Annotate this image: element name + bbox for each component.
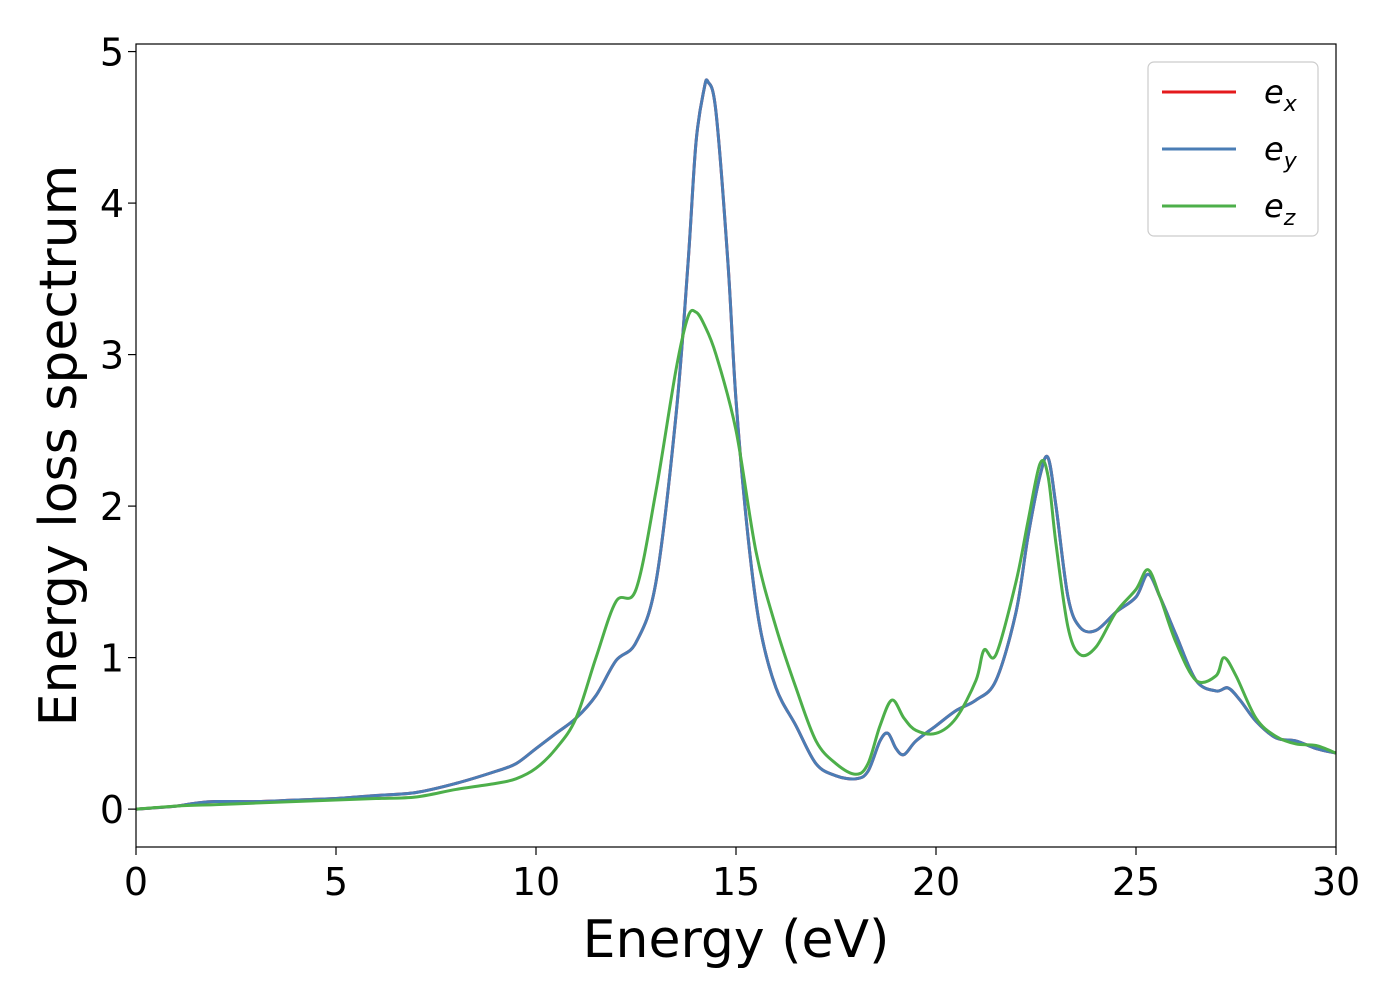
x-tick-label: 20 — [912, 860, 960, 904]
y-tick-label: 3 — [100, 334, 124, 378]
legend-item-z: ez — [1162, 187, 1296, 231]
y-tick-label: 5 — [100, 31, 124, 75]
series-line-y — [136, 78, 1336, 811]
x-axis-label: Energy (eV) — [583, 910, 890, 970]
series-layer — [136, 78, 1336, 811]
x-tick-label: 25 — [1112, 860, 1160, 904]
x-tick-label: 15 — [712, 860, 760, 904]
legend-label: ez — [1264, 187, 1296, 231]
y-axis-label: Energy loss spectrum — [29, 165, 89, 727]
legend-label: ey — [1264, 130, 1298, 174]
y-tick-label: 2 — [100, 485, 124, 529]
x-tick-label: 0 — [124, 860, 148, 904]
x-tick-label: 5 — [324, 860, 348, 904]
y-tick-label: 1 — [100, 637, 124, 681]
legend-item-x: ex — [1162, 73, 1298, 117]
x-tick-label: 10 — [512, 860, 560, 904]
legend-item-y: ey — [1162, 130, 1298, 174]
y-tick-label: 0 — [100, 788, 124, 832]
legend: ex ey ez — [1147, 61, 1319, 237]
y-tick-label: 4 — [100, 182, 124, 226]
ticks-layer: 0 5 10 15 20 25 30 0 1 2 3 4 5 — [100, 31, 1360, 904]
series-line-z — [136, 308, 1336, 811]
legend-label: ex — [1264, 73, 1298, 117]
x-tick-label: 30 — [1312, 860, 1360, 904]
